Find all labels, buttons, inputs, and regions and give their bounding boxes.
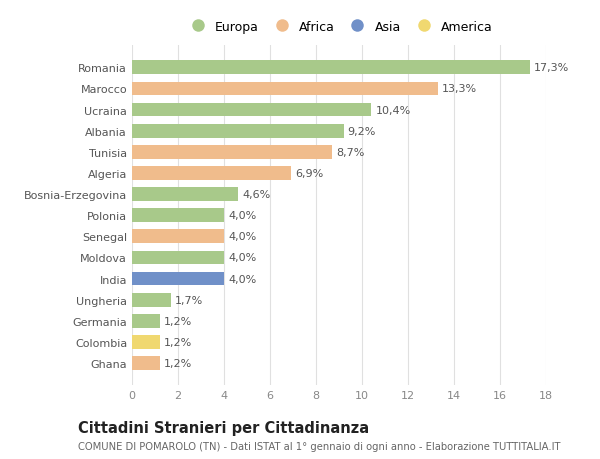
Bar	[132, 357, 160, 370]
Bar	[132, 146, 332, 159]
Text: 4,0%: 4,0%	[228, 232, 256, 242]
Text: 1,2%: 1,2%	[164, 316, 192, 326]
Text: Cittadini Stranieri per Cittadinanza: Cittadini Stranieri per Cittadinanza	[78, 420, 369, 435]
Legend: Europa, Africa, Asia, America: Europa, Africa, Asia, America	[182, 18, 496, 36]
Bar	[132, 314, 160, 328]
Bar	[132, 167, 291, 180]
Text: 8,7%: 8,7%	[336, 147, 365, 157]
Text: 1,2%: 1,2%	[164, 358, 192, 368]
Bar	[132, 209, 224, 223]
Text: 1,7%: 1,7%	[175, 295, 203, 305]
Text: 9,2%: 9,2%	[348, 126, 376, 136]
Bar	[132, 188, 238, 202]
Text: 4,0%: 4,0%	[228, 274, 256, 284]
Text: 1,2%: 1,2%	[164, 337, 192, 347]
Text: 13,3%: 13,3%	[442, 84, 477, 94]
Text: 4,0%: 4,0%	[228, 211, 256, 221]
Text: 4,0%: 4,0%	[228, 253, 256, 263]
Bar	[132, 230, 224, 244]
Bar	[132, 272, 224, 286]
Bar	[132, 83, 438, 96]
Bar	[132, 62, 530, 75]
Bar	[132, 293, 171, 307]
Text: 10,4%: 10,4%	[376, 106, 410, 115]
Text: 6,9%: 6,9%	[295, 168, 323, 179]
Bar	[132, 251, 224, 265]
Bar	[132, 336, 160, 349]
Text: COMUNE DI POMAROLO (TN) - Dati ISTAT al 1° gennaio di ogni anno - Elaborazione T: COMUNE DI POMAROLO (TN) - Dati ISTAT al …	[78, 441, 560, 451]
Text: 4,6%: 4,6%	[242, 190, 270, 200]
Bar	[132, 103, 371, 117]
Text: 17,3%: 17,3%	[534, 63, 569, 73]
Bar	[132, 124, 344, 138]
